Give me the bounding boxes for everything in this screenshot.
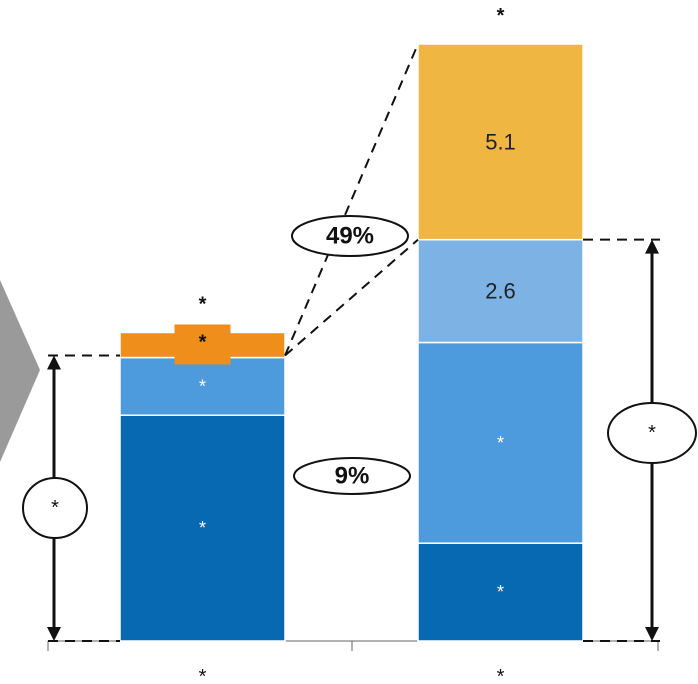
bar-segment-label: * [199,376,206,396]
connector-line-top [284,43,419,356]
growth-top-callout-ellipse [291,215,409,257]
bar-segment-label: 5.1 [485,129,516,154]
chevron-arrow-shape [0,280,40,462]
left-bracket-callout-label: * [51,497,59,519]
bar-segment [119,414,286,642]
bar-segment [119,356,286,416]
bar-segment-label: * [497,433,504,453]
right-bracket-callout-ellipse [607,402,697,464]
growth-top-callout-label: 49% [326,223,374,250]
category-label: * [497,666,505,684]
bar-segment-callout [174,324,231,365]
left-bracket-callout-ellipse [22,477,88,539]
bar-segment-label: * [497,582,504,602]
category-label: * [199,666,207,684]
bar-segment-label: 2.6 [485,279,516,304]
bar-total-label: * [199,293,207,315]
left-bracket-arrow-head-top [47,355,61,370]
bar-segment [417,542,584,642]
bar-segment-label: * [199,518,206,538]
bar-segment [417,238,584,344]
bars-group: *******2.65.1*** [119,5,584,684]
growth-mid-callout-ellipse [293,457,411,495]
bar-segment-callout-label: * [199,331,207,353]
right-bracket-arrow-head-bottom [645,627,659,641]
right-bracket-callout-label: * [648,422,656,444]
left-bracket-arrow-head-bottom [47,627,61,641]
annotations-group: * * 9% 49% [22,43,697,642]
bar-segment [417,341,584,544]
bar-total-label: * [497,5,505,27]
growth-mid-callout-label: 9% [335,463,370,490]
bar-segment [417,43,584,241]
connector-line-mid [284,238,419,357]
right-bracket-arrow-head-top [645,239,659,254]
